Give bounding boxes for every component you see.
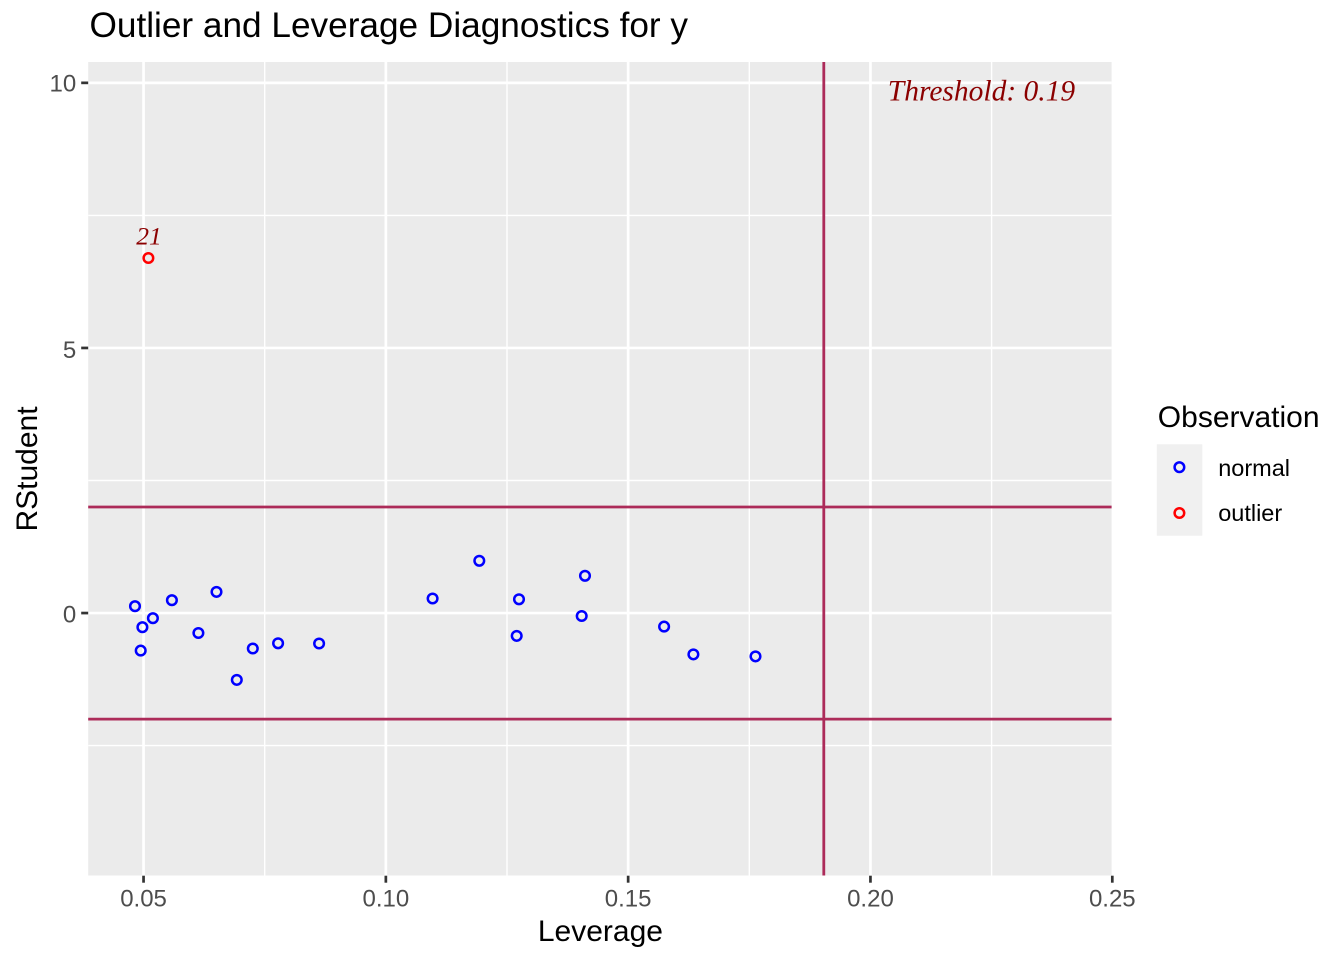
svg-text:0.15: 0.15	[605, 885, 652, 912]
svg-text:Threshold: 0.19: Threshold: 0.19	[888, 76, 1076, 108]
svg-text:RStudent: RStudent	[11, 406, 44, 532]
svg-text:outlier: outlier	[1218, 500, 1282, 526]
svg-text:normal: normal	[1218, 455, 1290, 481]
svg-text:0.25: 0.25	[1089, 885, 1136, 912]
svg-text:10: 10	[49, 71, 76, 98]
svg-text:0.20: 0.20	[847, 885, 894, 912]
svg-text:0.05: 0.05	[120, 885, 167, 912]
svg-text:Observation: Observation	[1158, 401, 1320, 434]
svg-text:Leverage: Leverage	[538, 915, 663, 948]
svg-text:0: 0	[63, 602, 76, 629]
svg-text:21: 21	[136, 221, 162, 250]
svg-text:5: 5	[63, 337, 76, 364]
svg-text:0.10: 0.10	[362, 885, 409, 912]
svg-text:Outlier and Leverage Diagnosti: Outlier and Leverage Diagnostics for y	[90, 6, 689, 45]
